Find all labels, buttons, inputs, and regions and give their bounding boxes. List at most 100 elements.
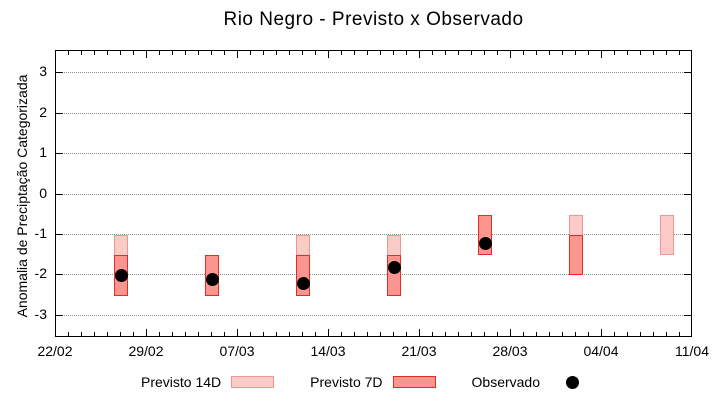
x-minor-tick-mark	[640, 51, 641, 55]
grid-line	[56, 112, 691, 114]
y-tick-label: -2	[34, 265, 47, 282]
grid-line	[56, 314, 691, 316]
x-minor-tick-mark	[302, 332, 303, 336]
x-minor-tick-mark	[263, 332, 264, 336]
y-tick-mark	[684, 112, 691, 114]
x-minor-tick-mark	[302, 51, 303, 55]
x-minor-tick-mark	[133, 332, 134, 336]
chart-title: Rio Negro - Previsto x Observado	[223, 9, 524, 30]
x-minor-tick-mark	[276, 332, 277, 336]
x-minor-tick-mark	[627, 51, 628, 55]
x-minor-tick-mark	[354, 51, 355, 55]
x-major-tick-mark	[237, 51, 238, 58]
y-tick-mark	[684, 314, 691, 316]
x-minor-tick-mark	[341, 51, 342, 55]
y-tick-mark	[56, 72, 63, 74]
x-minor-tick-mark	[445, 332, 446, 336]
x-major-tick-mark	[328, 51, 329, 58]
x-minor-tick-mark	[107, 51, 108, 55]
observado-dot-icon	[566, 375, 579, 389]
x-major-tick-mark	[328, 329, 329, 336]
observed-dot	[478, 236, 492, 250]
y-tick-mark	[56, 314, 63, 316]
x-minor-tick-mark	[458, 332, 459, 336]
x-minor-tick-mark	[497, 332, 498, 336]
x-major-tick-mark	[601, 329, 602, 336]
x-minor-tick-mark	[549, 51, 550, 55]
x-minor-tick-mark	[536, 51, 537, 55]
y-tick-label: 0	[39, 184, 47, 201]
x-minor-tick-mark	[497, 51, 498, 55]
observed-dot	[387, 260, 401, 274]
x-minor-tick-mark	[315, 332, 316, 336]
x-minor-tick-mark	[81, 332, 82, 336]
y-tick-mark	[684, 72, 691, 74]
observed-dot	[296, 276, 310, 290]
x-minor-tick-mark	[172, 332, 173, 336]
y-tick-mark	[684, 274, 691, 276]
x-minor-tick-mark	[250, 51, 251, 55]
legend-label-previsto-7d: Previsto 7D	[310, 374, 383, 390]
x-major-tick-mark	[601, 51, 602, 58]
grid-line	[56, 274, 691, 276]
y-tick-label: 2	[39, 103, 47, 120]
x-minor-tick-mark	[666, 51, 667, 55]
x-minor-tick-mark	[367, 51, 368, 55]
x-minor-tick-mark	[94, 51, 95, 55]
y-tick-label: -3	[34, 305, 47, 322]
x-minor-tick-mark	[250, 332, 251, 336]
y-tick-label: 1	[39, 144, 47, 161]
x-minor-tick-mark	[367, 332, 368, 336]
forecast-14d-bar	[660, 214, 674, 256]
previsto-14d-swatch-icon	[231, 376, 275, 388]
legend-item-previsto-7d: Previsto 7D	[310, 374, 436, 390]
x-minor-tick-mark	[68, 51, 69, 55]
forecast-7d-bar	[569, 234, 583, 276]
x-minor-tick-mark	[289, 51, 290, 55]
x-minor-tick-mark	[679, 51, 680, 55]
x-minor-tick-mark	[276, 51, 277, 55]
x-tick-label: 07/03	[219, 343, 255, 359]
x-minor-tick-mark	[263, 51, 264, 55]
x-minor-tick-mark	[640, 332, 641, 336]
x-minor-tick-mark	[432, 332, 433, 336]
x-minor-tick-mark	[393, 332, 394, 336]
x-minor-tick-mark	[380, 51, 381, 55]
y-tick-mark	[56, 153, 63, 155]
x-minor-tick-mark	[68, 332, 69, 336]
grid-line	[56, 233, 691, 235]
grid-line	[56, 72, 691, 74]
x-tick-label: 14/03	[310, 343, 346, 359]
x-major-tick-mark	[146, 329, 147, 336]
x-minor-tick-mark	[562, 51, 563, 55]
x-minor-tick-mark	[406, 332, 407, 336]
x-minor-tick-mark	[159, 51, 160, 55]
y-tick-mark	[56, 112, 63, 114]
x-minor-tick-mark	[120, 51, 121, 55]
x-major-tick-mark	[237, 329, 238, 336]
plot-area	[55, 50, 692, 337]
x-minor-tick-mark	[393, 51, 394, 55]
x-minor-tick-mark	[614, 332, 615, 336]
x-minor-tick-mark	[653, 51, 654, 55]
x-tick-label: 29/02	[128, 343, 164, 359]
x-minor-tick-mark	[484, 51, 485, 55]
x-minor-tick-mark	[354, 332, 355, 336]
x-tick-label: 04/04	[583, 343, 619, 359]
legend-item-observado: Observado	[472, 374, 579, 390]
x-major-tick-mark	[419, 329, 420, 336]
observed-dot	[205, 272, 219, 286]
x-minor-tick-mark	[679, 332, 680, 336]
x-minor-tick-mark	[185, 332, 186, 336]
x-minor-tick-mark	[471, 332, 472, 336]
x-minor-tick-mark	[120, 332, 121, 336]
x-major-tick-mark	[510, 329, 511, 336]
x-minor-tick-mark	[133, 51, 134, 55]
x-major-tick-mark	[146, 51, 147, 58]
x-minor-tick-mark	[289, 332, 290, 336]
x-minor-tick-mark	[94, 332, 95, 336]
x-minor-tick-mark	[614, 51, 615, 55]
y-tick-mark	[56, 274, 63, 276]
x-minor-tick-mark	[627, 332, 628, 336]
x-minor-tick-mark	[588, 332, 589, 336]
